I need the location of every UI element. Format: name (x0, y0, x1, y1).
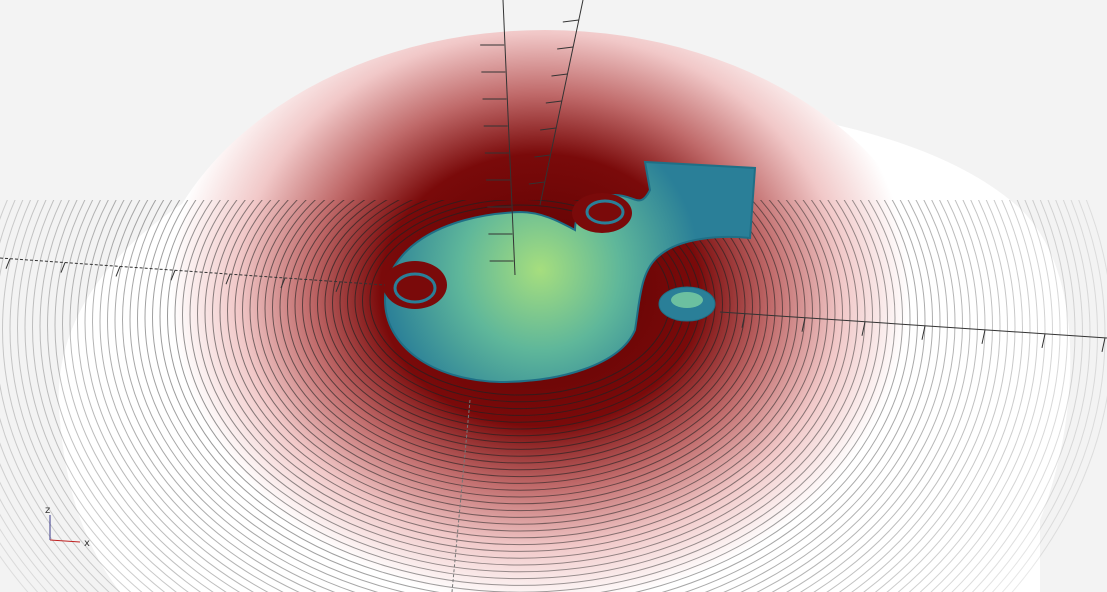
disc-top (671, 292, 703, 308)
tick (528, 181, 545, 185)
z-axis (502, 0, 516, 276)
contour (174, 200, 866, 573)
contour (0, 200, 1046, 592)
contour (92, 200, 948, 592)
contour (129, 200, 911, 592)
axis-ticks (5, 19, 1106, 352)
contour (212, 200, 828, 539)
contour (39, 200, 1001, 592)
tick (557, 46, 574, 50)
contour (234, 200, 806, 518)
contour (287, 200, 753, 471)
contour (99, 200, 941, 592)
tick (861, 321, 866, 336)
contour (0, 200, 1083, 592)
tick (115, 266, 121, 277)
contour (62, 200, 978, 592)
contour (309, 200, 731, 450)
gizmo-x-label: x (84, 538, 90, 549)
contour (279, 200, 761, 478)
contour (302, 200, 738, 457)
contour (69, 200, 971, 592)
contour (107, 200, 933, 592)
contour (227, 200, 813, 525)
contour (0, 200, 1068, 592)
contour (249, 200, 791, 505)
hole-ring (393, 272, 437, 304)
contour (189, 200, 851, 559)
contour (182, 200, 858, 566)
contour (317, 200, 723, 444)
contour (144, 200, 896, 592)
contour (219, 200, 821, 532)
contour (257, 200, 783, 498)
y-axis-neg (451, 399, 471, 592)
tick (60, 262, 66, 273)
tick (5, 258, 11, 269)
contour (264, 200, 776, 491)
tick (534, 154, 551, 158)
contour (47, 200, 993, 592)
x-axis (719, 311, 1107, 339)
x-axis-neg (0, 257, 386, 286)
tick (981, 329, 986, 344)
contour (0, 200, 1061, 592)
contour (167, 200, 873, 580)
contour (159, 200, 881, 586)
tick (335, 281, 341, 293)
contour (32, 200, 1008, 592)
tick (545, 100, 562, 104)
hole-ring (585, 199, 625, 225)
tick (1041, 333, 1046, 348)
contour (114, 200, 926, 592)
tick (225, 273, 231, 285)
y-axis (539, 0, 584, 206)
tick (170, 270, 176, 281)
contour (0, 200, 1053, 592)
gizmo-z-label: z (45, 505, 50, 516)
tick (280, 277, 286, 289)
tick (551, 73, 568, 77)
tick (1101, 337, 1106, 352)
contour (272, 200, 768, 484)
tick (540, 127, 557, 131)
tick (562, 19, 579, 23)
contour (204, 200, 836, 546)
contour (24, 200, 1016, 592)
part-top (383, 160, 757, 384)
contour (294, 200, 746, 464)
axis-gizmo: z x (45, 505, 90, 549)
tick (741, 313, 746, 328)
gizmo-x (49, 539, 81, 543)
contour (122, 200, 918, 592)
contour (197, 200, 843, 552)
tick (921, 325, 926, 340)
contour (152, 200, 888, 592)
contour (242, 200, 798, 512)
contour (2, 200, 1038, 592)
contour (77, 200, 963, 592)
tick (801, 317, 806, 332)
contour (0, 200, 1076, 592)
contour (84, 200, 956, 592)
contour (54, 200, 986, 592)
contour (17, 200, 1023, 592)
contour (9, 200, 1031, 592)
contour (137, 200, 903, 592)
